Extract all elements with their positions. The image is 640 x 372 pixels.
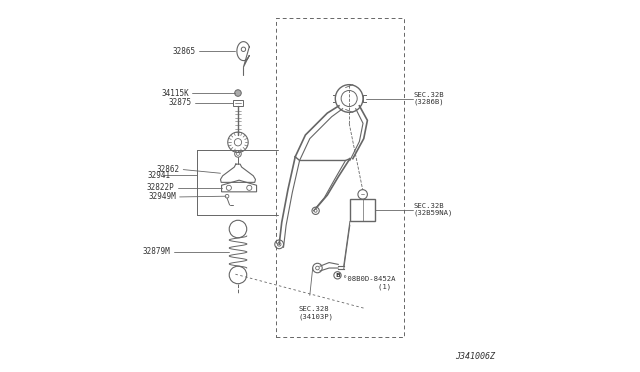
- Text: 32862: 32862: [157, 165, 180, 174]
- Bar: [350, 199, 376, 221]
- Text: 32949M: 32949M: [148, 192, 176, 201]
- Text: 32875: 32875: [168, 98, 191, 108]
- Bar: [276, 18, 404, 337]
- Text: SEC.32B
(3286B): SEC.32B (3286B): [413, 92, 444, 105]
- Text: 32865: 32865: [172, 46, 195, 55]
- Text: SEC.32B
(32B59NA): SEC.32B (32B59NA): [413, 203, 453, 217]
- Text: 32941: 32941: [148, 171, 171, 180]
- Text: J341006Z: J341006Z: [455, 352, 495, 361]
- Bar: [233, 100, 243, 106]
- Text: °08B0D-8452A
        (1): °08B0D-8452A (1): [342, 276, 395, 290]
- Text: 34115K: 34115K: [161, 89, 189, 97]
- Circle shape: [235, 90, 241, 96]
- Text: 32879M: 32879M: [143, 247, 170, 256]
- Text: SEC.328
(34103P): SEC.328 (34103P): [298, 306, 333, 320]
- Text: 32822P: 32822P: [147, 183, 174, 192]
- Text: B: B: [335, 273, 340, 278]
